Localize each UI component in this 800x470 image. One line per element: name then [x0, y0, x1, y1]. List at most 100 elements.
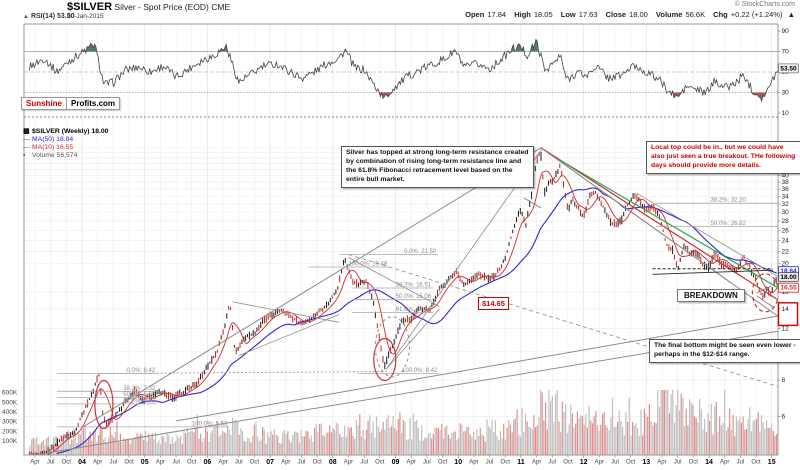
svg-text:600K: 600K: [2, 390, 18, 397]
svg-text:Oct: Oct: [250, 460, 260, 466]
svg-text:70: 70: [782, 49, 790, 56]
note-long-term-resistance: Silver has topped at strong long-term re…: [341, 146, 534, 188]
svg-text:100.0%: 8.42: 100.0%: 8.42: [402, 368, 438, 374]
svg-text:05: 05: [141, 459, 149, 466]
svg-text:Apr: Apr: [407, 460, 416, 466]
svg-text:Oct: Oct: [563, 460, 573, 466]
svg-text:16.55: 16.55: [780, 285, 797, 292]
svg-text:Jul: Jul: [47, 460, 55, 466]
svg-text:6: 6: [782, 414, 786, 421]
svg-text:61.8%: 13.62: 61.8%: 13.62: [396, 307, 432, 313]
svg-text:38: 38: [782, 179, 790, 186]
svg-text:Jul: Jul: [674, 460, 682, 466]
line-icon: —: [23, 136, 30, 143]
svg-text:Oct: Oct: [375, 460, 385, 466]
svg-text:Apr: Apr: [156, 460, 165, 466]
svg-text:07: 07: [266, 459, 274, 466]
note-final-bottom: The final bottom might be seen even lowe…: [649, 339, 800, 363]
ohlc-quote-bar: Open 17.84 High 18.05 Low 17.63 Close 18.00 …: [459, 10, 795, 19]
svg-text:Apr: Apr: [532, 460, 541, 466]
svg-text:Jul: Jul: [235, 460, 243, 466]
svg-text:38.2%: 16.51: 38.2%: 16.51: [396, 283, 432, 289]
svg-text:Jul: Jul: [548, 460, 556, 466]
chart-icon: ▦: [23, 128, 30, 135]
svg-text:30: 30: [782, 209, 790, 216]
legend-ma50-row: — MA(50) 18.84: [23, 136, 108, 144]
svg-text:Jul: Jul: [172, 460, 180, 466]
svg-text:100.0%: 19.48: 100.0%: 19.48: [349, 262, 388, 268]
legend-volume-row: ▪ Volume 56,574: [23, 152, 108, 160]
volume-value: 56.6K: [685, 10, 706, 19]
low-value: 17.63: [578, 10, 598, 19]
svg-text:10: 10: [454, 459, 462, 466]
chg-value: +0.22 (+1.24%): [730, 10, 783, 19]
svg-text:Jul: Jul: [110, 460, 118, 466]
svg-text:38.2%: 7.32: 38.2%: 7.32: [123, 386, 156, 392]
svg-text:10: 10: [782, 110, 790, 117]
svg-text:50.0%: 6.98: 50.0%: 6.98: [123, 392, 156, 398]
legend-ma10-row: — MA(10) 16.55: [23, 144, 108, 152]
svg-text:09: 09: [392, 459, 400, 466]
svg-text:400K: 400K: [2, 409, 18, 416]
svg-text:36: 36: [782, 186, 790, 193]
svg-text:Jul: Jul: [423, 460, 431, 466]
svg-text:90: 90: [782, 28, 790, 35]
svg-text:13: 13: [642, 459, 650, 466]
svg-text:34: 34: [782, 193, 790, 200]
watermark-part2: Profits.com: [66, 98, 119, 109]
svg-text:38.2%: 32.20: 38.2%: 32.20: [710, 198, 746, 204]
svg-text:22: 22: [782, 249, 790, 256]
svg-text:Oct: Oct: [312, 460, 322, 466]
svg-text:Jul: Jul: [360, 460, 368, 466]
svg-text:14: 14: [782, 306, 790, 313]
svg-text:04: 04: [78, 459, 86, 466]
svg-text:61.8%: 6.63: 61.8%: 6.63: [123, 398, 156, 404]
svg-text:0.0%: 8.42: 0.0%: 8.42: [127, 368, 156, 374]
svg-text:200K: 200K: [2, 428, 18, 435]
svg-text:20: 20: [782, 261, 790, 268]
close-value: 18.00: [629, 10, 648, 19]
rsi-label-text: RSI(14) 53.50: [30, 13, 75, 20]
close-label: Close: [605, 10, 627, 19]
svg-text:Apr: Apr: [93, 460, 102, 466]
svg-text:53.50: 53.50: [780, 65, 797, 72]
svg-text:Apr: Apr: [281, 460, 290, 466]
svg-text:Jul: Jul: [486, 460, 494, 466]
svg-text:32: 32: [782, 201, 790, 208]
copyright: © StockCharts.com: [734, 1, 795, 8]
low-label: Low: [560, 10, 576, 19]
svg-text:100K: 100K: [2, 438, 18, 445]
svg-text:Oct: Oct: [187, 460, 197, 466]
svg-text:Jul: Jul: [298, 460, 306, 466]
note-local-top: Local top could be in., but we could hav…: [646, 141, 800, 174]
main-chart-legend: ▦ $SILVER (Weekly) 18.00 — MA(50) 18.84 — M…: [23, 128, 108, 160]
svg-text:14: 14: [705, 459, 713, 466]
breakdown-callout: BREAKDOWN: [677, 289, 745, 302]
svg-text:12: 12: [782, 326, 790, 333]
svg-text:Jul: Jul: [737, 460, 745, 466]
svg-text:Apr: Apr: [657, 460, 666, 466]
high-label: High: [514, 10, 531, 19]
svg-text:Apr: Apr: [30, 460, 39, 466]
svg-text:28: 28: [782, 218, 790, 225]
svg-text:Oct: Oct: [501, 460, 511, 466]
svg-text:8: 8: [782, 377, 786, 384]
legend-ma50-text: MA(50) 18.84: [32, 136, 74, 143]
svg-text:50.0%: 15.06: 50.0%: 15.06: [396, 294, 432, 300]
symbol-description: Silver - Spot Price (EOD) CME: [114, 2, 231, 12]
open-label: Open: [465, 10, 485, 19]
svg-text:18.84: 18.84: [780, 268, 797, 275]
high-value: 18.05: [533, 10, 553, 19]
legend-symbol-text: $SILVER (Weekly) 18.00: [32, 128, 109, 135]
indicator-icon: ▲: [23, 14, 29, 20]
legend-ma10-text: MA(10) 16.55: [32, 144, 74, 151]
legend-symbol-row: ▦ $SILVER (Weekly) 18.00: [23, 128, 108, 136]
svg-text:24: 24: [782, 238, 790, 245]
chg-label: Chg: [713, 10, 728, 19]
sunshine-profits-watermark: Sunshine Profits.com: [21, 97, 121, 110]
svg-text:Apr: Apr: [720, 460, 729, 466]
svg-text:500K: 500K: [2, 399, 18, 406]
svg-text:Oct: Oct: [751, 460, 761, 466]
svg-text:26: 26: [782, 227, 790, 234]
